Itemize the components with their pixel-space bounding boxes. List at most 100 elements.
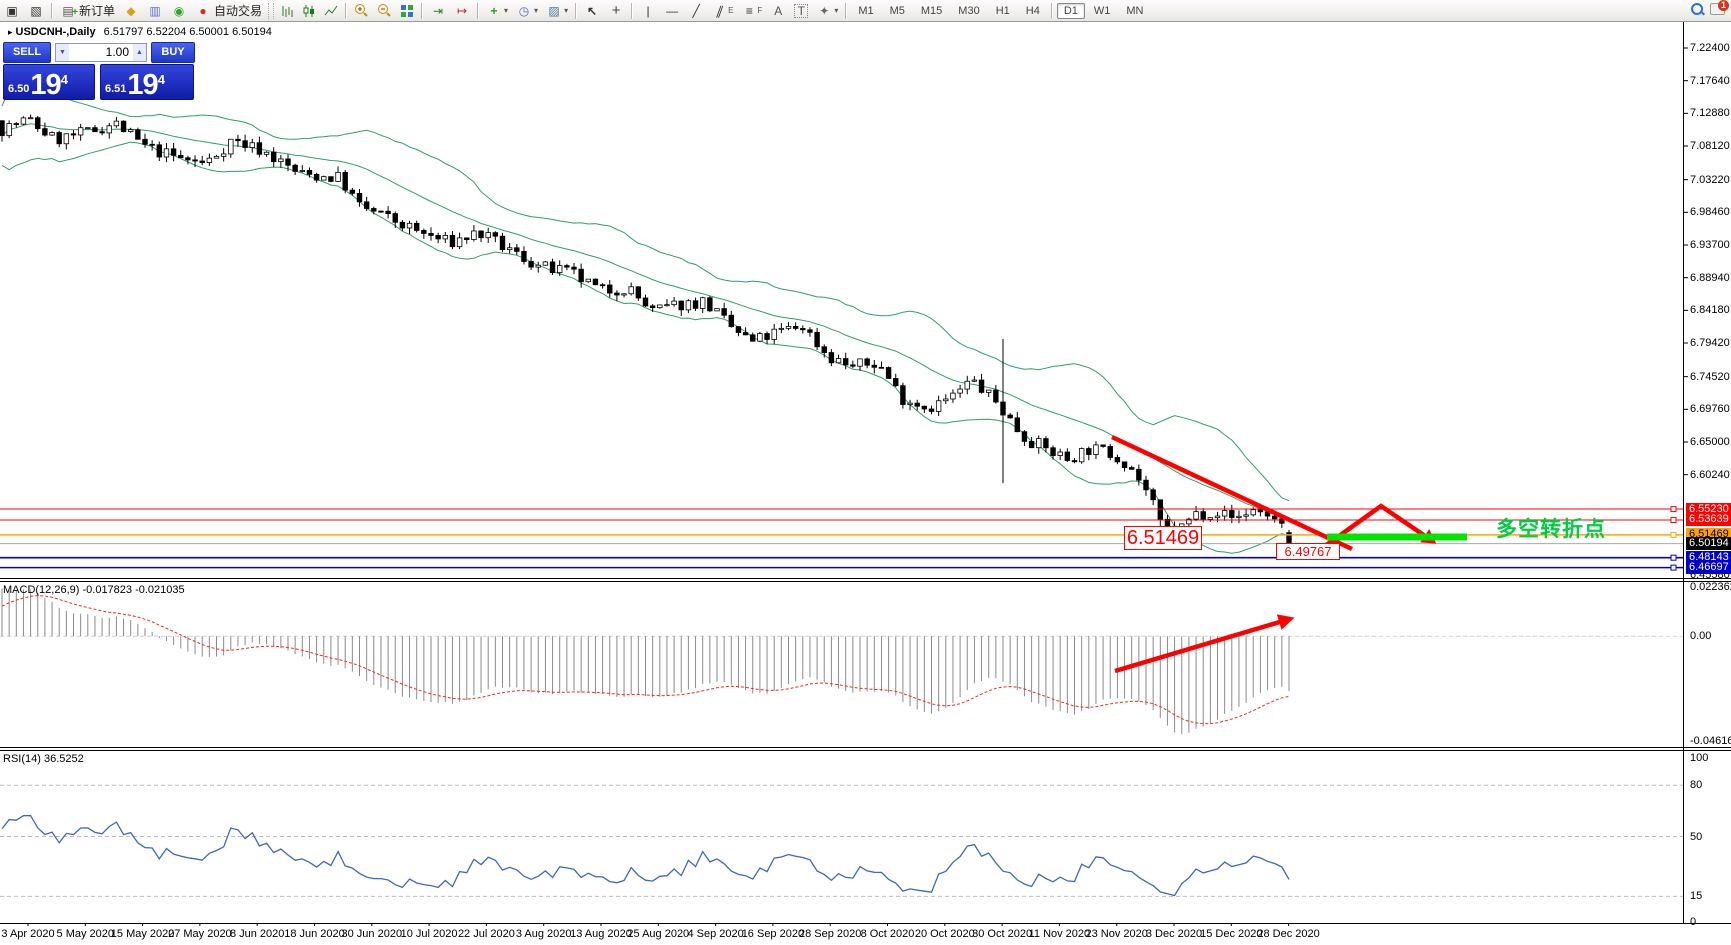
text-tool-icon: A (774, 3, 783, 18)
timeframe-d1[interactable]: D1 (1056, 2, 1085, 19)
buy-price-box[interactable]: 6.51 19 4 (100, 64, 194, 100)
candle-down (742, 332, 749, 336)
chart-shift-button[interactable]: ↦ (451, 2, 473, 20)
candle-up (907, 402, 913, 405)
candlestick-icon (303, 4, 315, 17)
signals-button[interactable]: ◉ (168, 2, 190, 20)
candlestick-type-button[interactable] (299, 2, 319, 20)
new-order-button[interactable]: ▤ + 新订单 (57, 2, 118, 20)
candle-down (99, 131, 105, 134)
bar-chart-type-button[interactable] (277, 2, 297, 20)
new-order-icon: ▤ + (62, 3, 78, 18)
chart-window-button[interactable]: ▣ (1, 2, 23, 20)
candle-down (721, 308, 727, 316)
swing-low-price-box[interactable]: 6.49767 (1276, 543, 1340, 560)
timeframe-mn[interactable]: MN (1126, 4, 1144, 17)
timeframe-w1[interactable]: W1 (1093, 4, 1111, 17)
candle-up (957, 388, 963, 394)
shapes-tool[interactable]: ✦ ▾ (813, 2, 841, 20)
line-drag-handle[interactable] (1670, 516, 1677, 523)
sell-button[interactable]: SELL (3, 41, 51, 63)
date-label: 11 Nov 2020 (1028, 928, 1091, 940)
trendline-icon: ╱ (692, 3, 700, 18)
line-drag-handle[interactable] (1670, 531, 1677, 538)
date-label: 23 Nov 2020 (1085, 928, 1148, 940)
support-zone-bar[interactable] (1327, 533, 1467, 541)
cursor-tool-button[interactable]: ↖ (581, 2, 603, 20)
templates-button[interactable]: ▨ ▾ (543, 2, 571, 20)
auto-trading-button[interactable]: ● 自动交易 (192, 2, 265, 20)
trendline-tool[interactable]: ╱ (685, 2, 707, 20)
candle-down (1272, 515, 1278, 520)
fibonacci-tool[interactable]: ≡ F (738, 2, 765, 20)
auto-scroll-icon: ⇥ (433, 3, 444, 18)
candle-down (707, 297, 713, 312)
line-chart-icon (324, 5, 338, 15)
candle-down (464, 237, 470, 240)
line-drag-handle[interactable] (1670, 506, 1677, 513)
resistance-price-box[interactable]: 6.51469 (1124, 526, 1202, 550)
line-drag-handle[interactable] (1670, 564, 1677, 571)
dropdown-arrow-icon: ▾ (534, 6, 539, 15)
date-label: 22 Jul 2020 (457, 928, 515, 940)
volume-up-button[interactable]: ▲ (133, 43, 146, 61)
label-tool[interactable]: T (791, 2, 811, 20)
toolbar-separator (51, 2, 53, 19)
candle-up (49, 132, 55, 136)
tile-windows-button[interactable] (397, 2, 417, 20)
fibo-tag: F (757, 6, 763, 15)
timeframe-h1[interactable]: H1 (995, 4, 1010, 17)
buy-button[interactable]: BUY (151, 41, 195, 63)
search-button[interactable] (1691, 2, 1705, 16)
horizontal-line-tool[interactable]: — (661, 2, 683, 20)
candle-up (278, 158, 284, 163)
line-drag-handle[interactable] (1670, 554, 1677, 561)
vertical-line-tool[interactable]: | (637, 2, 659, 20)
auto-scroll-button[interactable]: ⇥ (427, 2, 449, 20)
price-tick-label: 7.17640 (1690, 74, 1730, 87)
periods-button[interactable]: ◷ ▾ (513, 2, 541, 20)
candle-up (950, 392, 956, 400)
macd-momentum-arrow[interactable] (1114, 618, 1284, 674)
timeframe-m15[interactable]: M15 (920, 4, 943, 17)
timeframe-m30[interactable]: M30 (958, 4, 980, 17)
zoom-out-button[interactable] (374, 2, 395, 20)
candle-down (142, 138, 148, 145)
candle-down (578, 268, 584, 283)
turning-point-annotation[interactable]: 多空转折点 (1496, 518, 1606, 541)
notifications-button[interactable]: 1 (1710, 0, 1729, 16)
timeframe-m5[interactable]: M5 (889, 4, 905, 17)
descending-trendline[interactable] (1111, 434, 1353, 552)
volume-stepper: ▼ 1.00 ▲ (55, 42, 147, 62)
timeframe-h4[interactable]: H4 (1025, 4, 1040, 17)
candle-down (242, 140, 248, 148)
line-chart-type-button[interactable] (321, 2, 341, 20)
candle-up (685, 300, 692, 311)
date-label: 4 Sep 2020 (687, 928, 744, 940)
sell-price-box[interactable]: 6.50 19 4 (3, 64, 95, 100)
volume-down-button[interactable]: ▼ (56, 43, 69, 61)
channel-tool[interactable]: ∥ E (709, 2, 736, 20)
buy-price-big: 19 (127, 69, 158, 101)
chart-title-bar: ▸ USDCNH-,Daily 6.51797 6.52204 6.50001 6.… (8, 26, 272, 38)
candle-up (27, 117, 34, 120)
auto-trading-label: 自动交易 (214, 4, 263, 18)
text-tool[interactable]: A (767, 2, 789, 20)
add-indicator-button[interactable]: + ▾ (483, 2, 511, 20)
candle-up (714, 308, 720, 312)
date-label: 25 Aug 2020 (627, 928, 690, 940)
price-axis[interactable]: 7.22400 7.17640 7.12880 7.08120 7.03220 6.984… (0, 0, 1731, 579)
volume-input[interactable]: 1.00 (105, 45, 129, 59)
data-window-button[interactable]: ▥ (144, 2, 166, 20)
buy-price-sup: 4 (157, 72, 165, 87)
chart-preview-button[interactable]: ▧ (25, 2, 47, 20)
candle-up (442, 235, 448, 240)
timeframe-m1[interactable]: M1 (858, 4, 874, 17)
candle-down (514, 247, 520, 252)
market-depth-button[interactable]: ◆ (120, 2, 142, 20)
rsi-line (1, 814, 1290, 897)
zoom-in-button[interactable] (351, 2, 372, 20)
price-tick-label: 6.98460 (1690, 206, 1730, 219)
crosshair-tool-button[interactable]: + (605, 2, 627, 20)
